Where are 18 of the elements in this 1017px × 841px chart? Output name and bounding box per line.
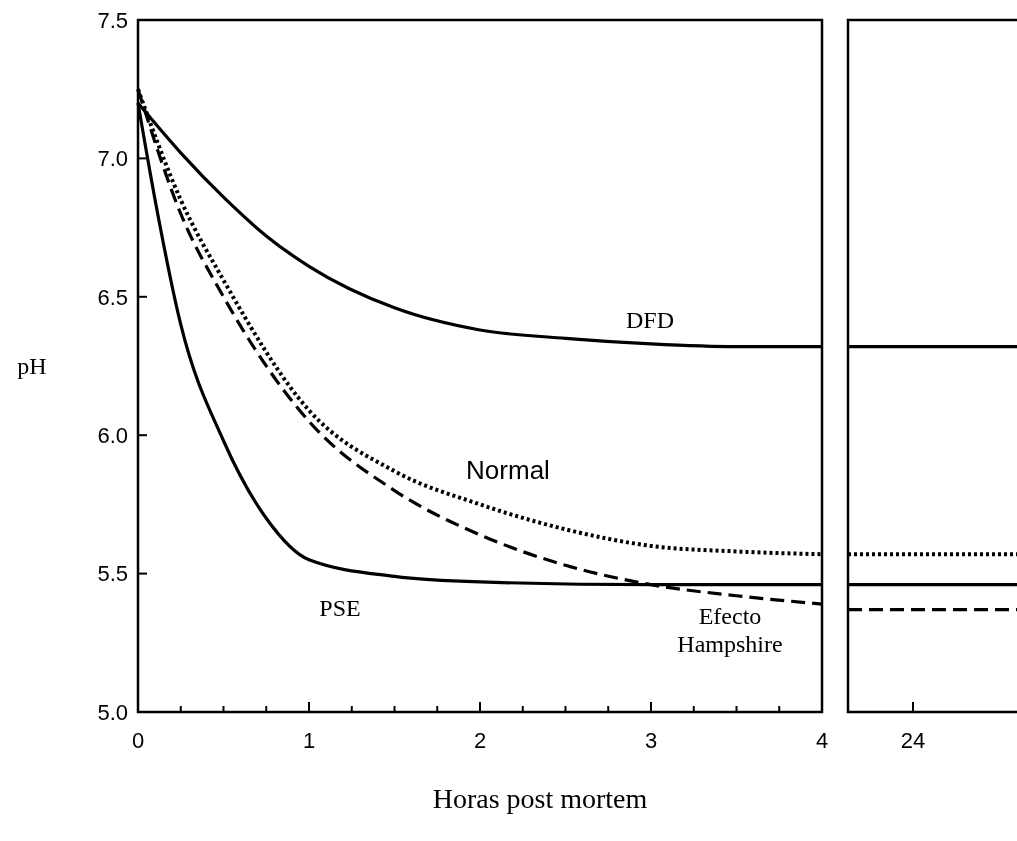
x-axis-title: Horas post mortem: [432, 783, 648, 814]
y-tick-label: 6.0: [97, 422, 128, 448]
x-tick-label: 4: [815, 728, 829, 753]
x-tick-label: 1: [302, 728, 316, 753]
y-axis-title: pH: [17, 353, 47, 380]
series-label: DFD: [625, 307, 675, 334]
x-tick-label: 2: [473, 728, 487, 753]
y-tick-label: 7.5: [97, 7, 128, 33]
x-tick-label: 24: [900, 728, 926, 753]
series-label: PSE: [319, 595, 361, 622]
series-label: Normal: [466, 455, 550, 486]
x-tick-label: 3: [644, 728, 658, 753]
y-tick-label: 6.5: [97, 284, 128, 310]
y-tick-label: 7.0: [97, 146, 128, 172]
x-tick-label: 0: [131, 728, 145, 753]
series-label: Efecto Hampshire: [677, 603, 783, 657]
y-tick-label: 5.5: [97, 561, 128, 587]
y-tick-label: 5.0: [97, 699, 128, 725]
